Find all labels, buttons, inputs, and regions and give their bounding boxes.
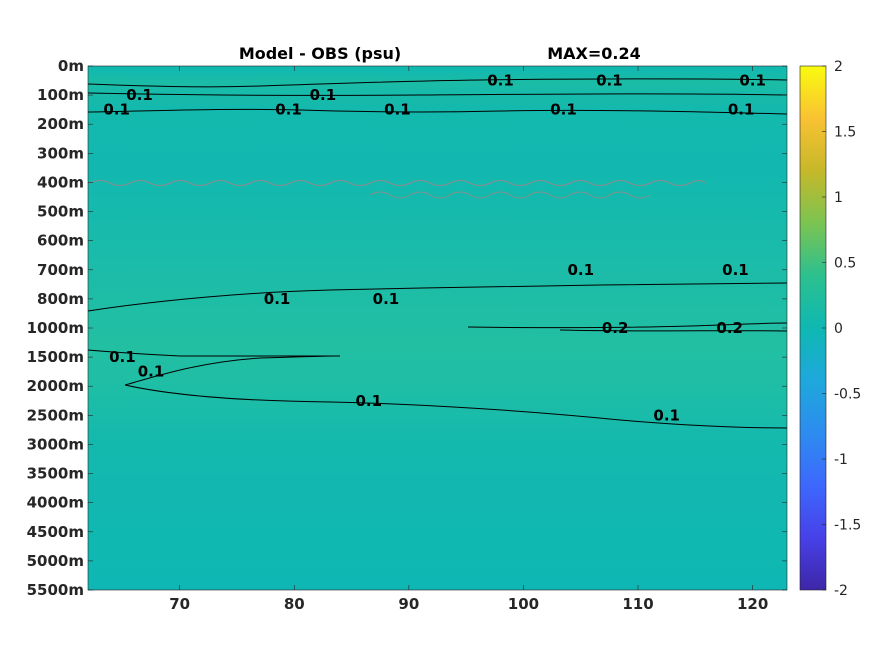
contour-label: 0.1 — [739, 72, 766, 90]
contour-label: 0.1 — [653, 406, 680, 424]
y-tick-label: 500m — [37, 203, 84, 221]
y-tick-label: 400m — [37, 173, 84, 191]
contour-label: 0.1 — [596, 72, 623, 90]
contour-label: 0.1 — [275, 101, 302, 119]
contour-label: 0.1 — [550, 101, 577, 119]
max-annotation: MAX=0.24 — [547, 44, 641, 63]
y-tick-label: 700m — [37, 261, 84, 279]
contour-label: 0.1 — [384, 101, 411, 119]
contour-label: 0.1 — [728, 101, 755, 119]
y-tick-label: 200m — [37, 115, 84, 133]
contour-label: 0.1 — [355, 392, 382, 410]
contour-line-1000m — [467, 322, 788, 329]
plot-frame — [87, 65, 788, 591]
contour-line-800m — [87, 282, 788, 312]
colorbar-ticks: 2 1.5 1 0.5 0 -0.5 -1 -1.5 -2 — [822, 59, 861, 599]
contour-label: 0.1 — [373, 290, 400, 308]
y-tick-label: 4500m — [27, 523, 84, 541]
contour-label: 0.2 — [716, 319, 743, 337]
x-tick-label: 120 — [737, 595, 768, 613]
contour-label: 0.1 — [264, 290, 291, 308]
y-tick-label: 100m — [37, 86, 84, 104]
contour-label: 0.1 — [487, 72, 514, 90]
contour-label: 0.1 — [567, 261, 594, 279]
contour-label: 0.1 — [310, 86, 337, 104]
y-tick-label: 300m — [37, 144, 84, 162]
contour-labels: 0.1 0.10.1 0.1 0.10.1 0.1 0.1 0.1 0.10.1 0.10.1 0… — [103, 72, 766, 425]
contour-label: 0.1 — [109, 348, 136, 366]
colorbar-tick-label: 0.5 — [834, 256, 856, 272]
contour-line-200m — [87, 108, 788, 115]
colorbar-tick-label: -1.5 — [834, 518, 861, 534]
x-tick-label: 110 — [622, 595, 653, 613]
colorbar-tick-label: 1.5 — [834, 125, 856, 141]
colorbar-tick-label: -1 — [834, 452, 848, 468]
y-tick-label: 1000m — [27, 319, 84, 337]
x-tick-label: 80 — [284, 595, 305, 613]
x-tick-label: 100 — [508, 595, 539, 613]
y-tick-label: 600m — [37, 232, 84, 250]
contour-line-1750m — [124, 355, 336, 386]
contour-noise-450m — [369, 191, 651, 199]
y-tick-label: 5000m — [27, 552, 84, 570]
contour-label: 0.1 — [138, 363, 165, 381]
contour-line-1000m-lower — [559, 329, 788, 332]
x-tick-label: 90 — [398, 595, 419, 613]
y-tick-label: 4000m — [27, 494, 84, 512]
plot-field — [88, 66, 787, 590]
y-axis-ticks: 0m 100m 200m 300m 400m 500m 600m 700m 800m 1000m 1… — [27, 57, 787, 599]
grey-contour-noise — [89, 180, 706, 199]
y-tick-label: 2000m — [27, 377, 84, 395]
contour-label: 0.1 — [126, 86, 153, 104]
contour-line-2500m — [124, 384, 788, 429]
contour-label: 0.2 — [602, 319, 629, 337]
y-tick-label: 3500m — [27, 465, 84, 483]
colorbar-tick-label: 1 — [834, 190, 843, 206]
contour-line-100m-lower — [87, 92, 788, 96]
y-tick-label: 2500m — [27, 406, 84, 424]
contour-line-100m — [87, 78, 788, 88]
colorbar-tick-label: 0 — [834, 321, 843, 337]
y-tick-label: 3000m — [27, 435, 84, 453]
y-tick-label: 1500m — [27, 348, 84, 366]
contour-lines — [87, 78, 788, 429]
contour-label: 0.1 — [103, 101, 130, 119]
x-tick-label: 70 — [169, 595, 190, 613]
colorbar-tick-label: -0.5 — [834, 387, 861, 403]
y-tick-label: 0m — [58, 57, 84, 75]
y-tick-label: 5500m — [27, 581, 84, 599]
contour-noise-400m — [89, 180, 706, 186]
y-tick-label: 800m — [37, 290, 84, 308]
colorbar-tick-label: 2 — [834, 59, 843, 75]
chart-title: Model - OBS (psu) — [239, 44, 401, 63]
contour-label: 0.1 — [722, 261, 749, 279]
x-axis-ticks: 70 80 90 100 110 120 — [169, 66, 768, 613]
colorbar-tick-label: -2 — [834, 583, 848, 599]
contour-line-1500m — [87, 349, 340, 357]
